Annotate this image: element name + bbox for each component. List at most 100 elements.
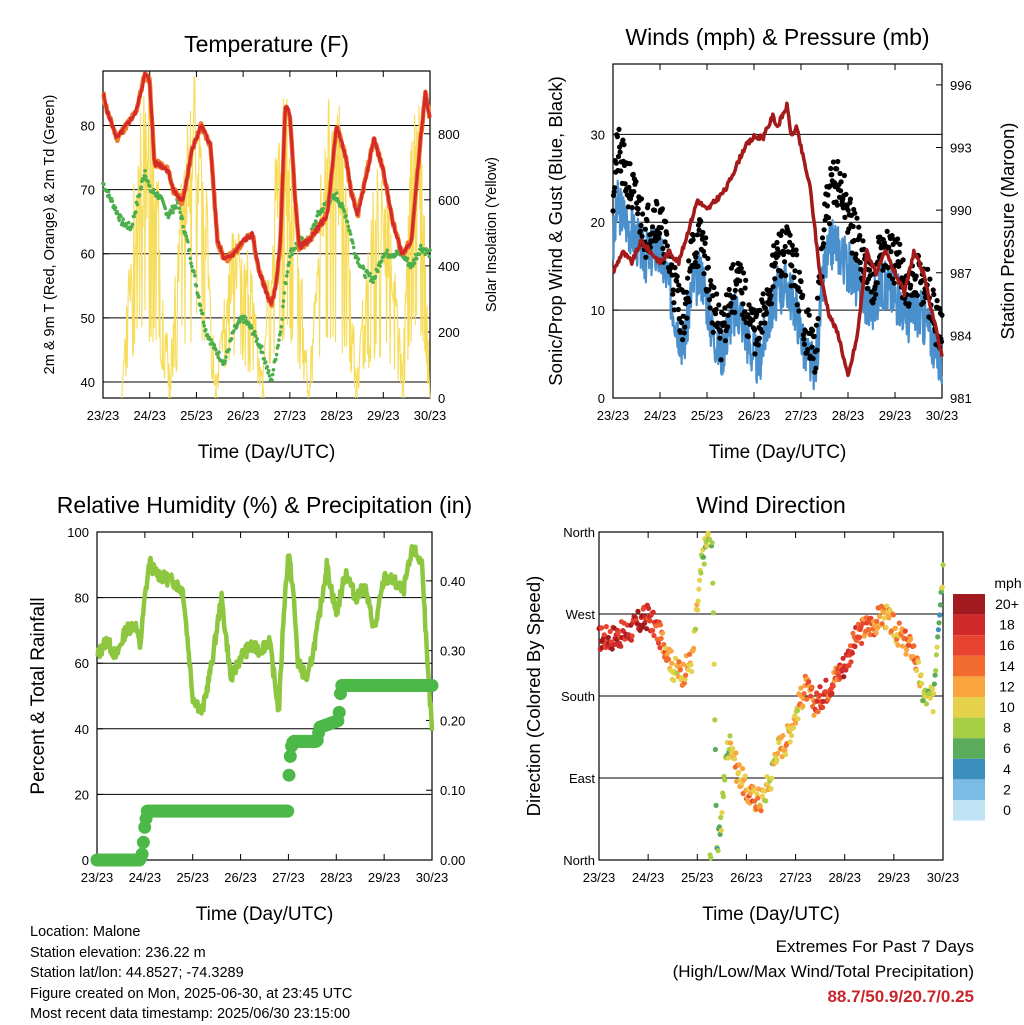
direction-point xyxy=(886,615,892,621)
gust-series-point xyxy=(698,218,704,224)
solar-day-2 xyxy=(167,76,219,399)
dewpoint-series-point xyxy=(151,187,156,192)
direction-point xyxy=(605,634,611,641)
precip-series-point xyxy=(425,679,439,692)
gust-series-point xyxy=(825,192,831,198)
direction-point xyxy=(603,624,609,630)
direction-point xyxy=(892,625,899,631)
direction-point xyxy=(701,561,707,567)
direction-point xyxy=(657,622,664,628)
gust-series-point xyxy=(920,299,927,305)
direction-point xyxy=(708,855,714,861)
dewpoint-series-point xyxy=(287,260,291,265)
gust-series-point xyxy=(847,196,854,202)
gust-series-point xyxy=(796,308,802,314)
gust-series-point xyxy=(633,179,639,185)
dewpoint-series-point xyxy=(260,350,265,355)
y2-tick-label: 0.20 xyxy=(440,713,465,728)
dewpoint-series-point xyxy=(417,252,421,257)
dewpoint-series-point xyxy=(181,224,185,229)
chart-panel-3: Relative Humidity (%) & Precipitation (i… xyxy=(28,492,472,925)
dewpoint-series-point xyxy=(177,206,182,210)
gust-series-point xyxy=(759,329,765,335)
direction-point xyxy=(736,769,742,776)
dewpoint-series-point xyxy=(280,317,284,321)
dewpoint-series-point xyxy=(371,280,376,285)
gust-series-point xyxy=(712,311,719,317)
direction-point xyxy=(676,659,682,665)
legend-swatch xyxy=(953,697,985,718)
dewpoint-series-point xyxy=(193,273,197,278)
gust-series-point xyxy=(758,320,764,326)
gust-series-point xyxy=(772,276,778,282)
gust-series-point xyxy=(781,249,787,255)
direction-point xyxy=(601,632,607,638)
y2-tick-label: 200 xyxy=(438,325,460,340)
dewpoint-series-point xyxy=(262,357,267,361)
gust-series-point xyxy=(705,264,712,270)
x-tick-label: 29/23 xyxy=(367,408,400,423)
x-tick-label: 27/23 xyxy=(785,408,818,423)
gust-series-point xyxy=(731,294,737,300)
direction-point xyxy=(650,609,656,615)
dewpoint-series-point xyxy=(279,325,284,329)
dewpoint-series-point xyxy=(199,308,203,313)
dewpoint-series-point xyxy=(265,365,270,369)
gust-series-point xyxy=(692,259,698,266)
gust-series-point xyxy=(821,241,827,247)
gust-series-point xyxy=(618,168,624,174)
direction-point xyxy=(655,640,662,646)
gust-series-point xyxy=(686,299,692,305)
gust-series-point xyxy=(880,267,886,273)
gust-series-point xyxy=(760,291,766,297)
dewpoint-series-point xyxy=(107,193,111,198)
direction-point xyxy=(669,660,675,666)
direction-point xyxy=(918,672,924,678)
gust-series-point xyxy=(677,329,684,335)
gust-series-point xyxy=(693,254,699,260)
dewpoint-series-point xyxy=(282,291,287,295)
precip-series-point xyxy=(283,749,297,763)
direction-point xyxy=(895,642,901,648)
dewpoint-series-point xyxy=(223,359,227,363)
dewpoint-series-point xyxy=(350,238,354,242)
elevation-text: Station elevation: 236.22 m xyxy=(30,944,206,961)
gust-series-point xyxy=(797,289,803,295)
direction-point xyxy=(654,636,660,642)
dewpoint-series-point xyxy=(135,202,140,207)
gust-series-point xyxy=(737,278,743,284)
gust-series-point xyxy=(845,207,851,213)
gust-series-point xyxy=(794,302,800,308)
direction-point xyxy=(734,778,740,785)
gust-series-point xyxy=(640,211,646,217)
legend-label: 2 xyxy=(1003,781,1011,797)
dewpoint-series-point xyxy=(188,256,192,261)
x-tick-label: 28/23 xyxy=(828,870,861,885)
direction-point xyxy=(798,685,804,691)
gust-series-point xyxy=(701,271,707,277)
gust-series-point xyxy=(745,333,752,340)
plot-border xyxy=(96,531,433,861)
y2-tick-label: 400 xyxy=(438,259,460,274)
direction-point xyxy=(817,684,823,690)
dewpoint-series-point xyxy=(267,374,272,378)
direction-point xyxy=(881,615,887,621)
gust-series-point xyxy=(767,287,774,293)
x-axis-label: Time (Day/UTC) xyxy=(196,904,334,925)
gust-series-point xyxy=(774,246,781,252)
gust-series-point xyxy=(852,210,858,216)
dewpoint-series-point xyxy=(143,169,147,173)
direction-point xyxy=(852,643,858,650)
direction-point xyxy=(668,648,674,654)
gust-series-point xyxy=(834,166,840,172)
dewpoint-series-point xyxy=(194,284,199,288)
gust-series-point xyxy=(612,185,618,191)
gust-series-point xyxy=(834,202,840,208)
dewpoint-series-point xyxy=(146,180,150,184)
gust-series-point xyxy=(815,316,821,322)
gust-series-point xyxy=(814,347,820,353)
direction-point xyxy=(740,766,746,772)
gust-series-point xyxy=(683,289,690,295)
legend-swatch xyxy=(953,800,985,821)
gust-series-point xyxy=(835,158,841,165)
